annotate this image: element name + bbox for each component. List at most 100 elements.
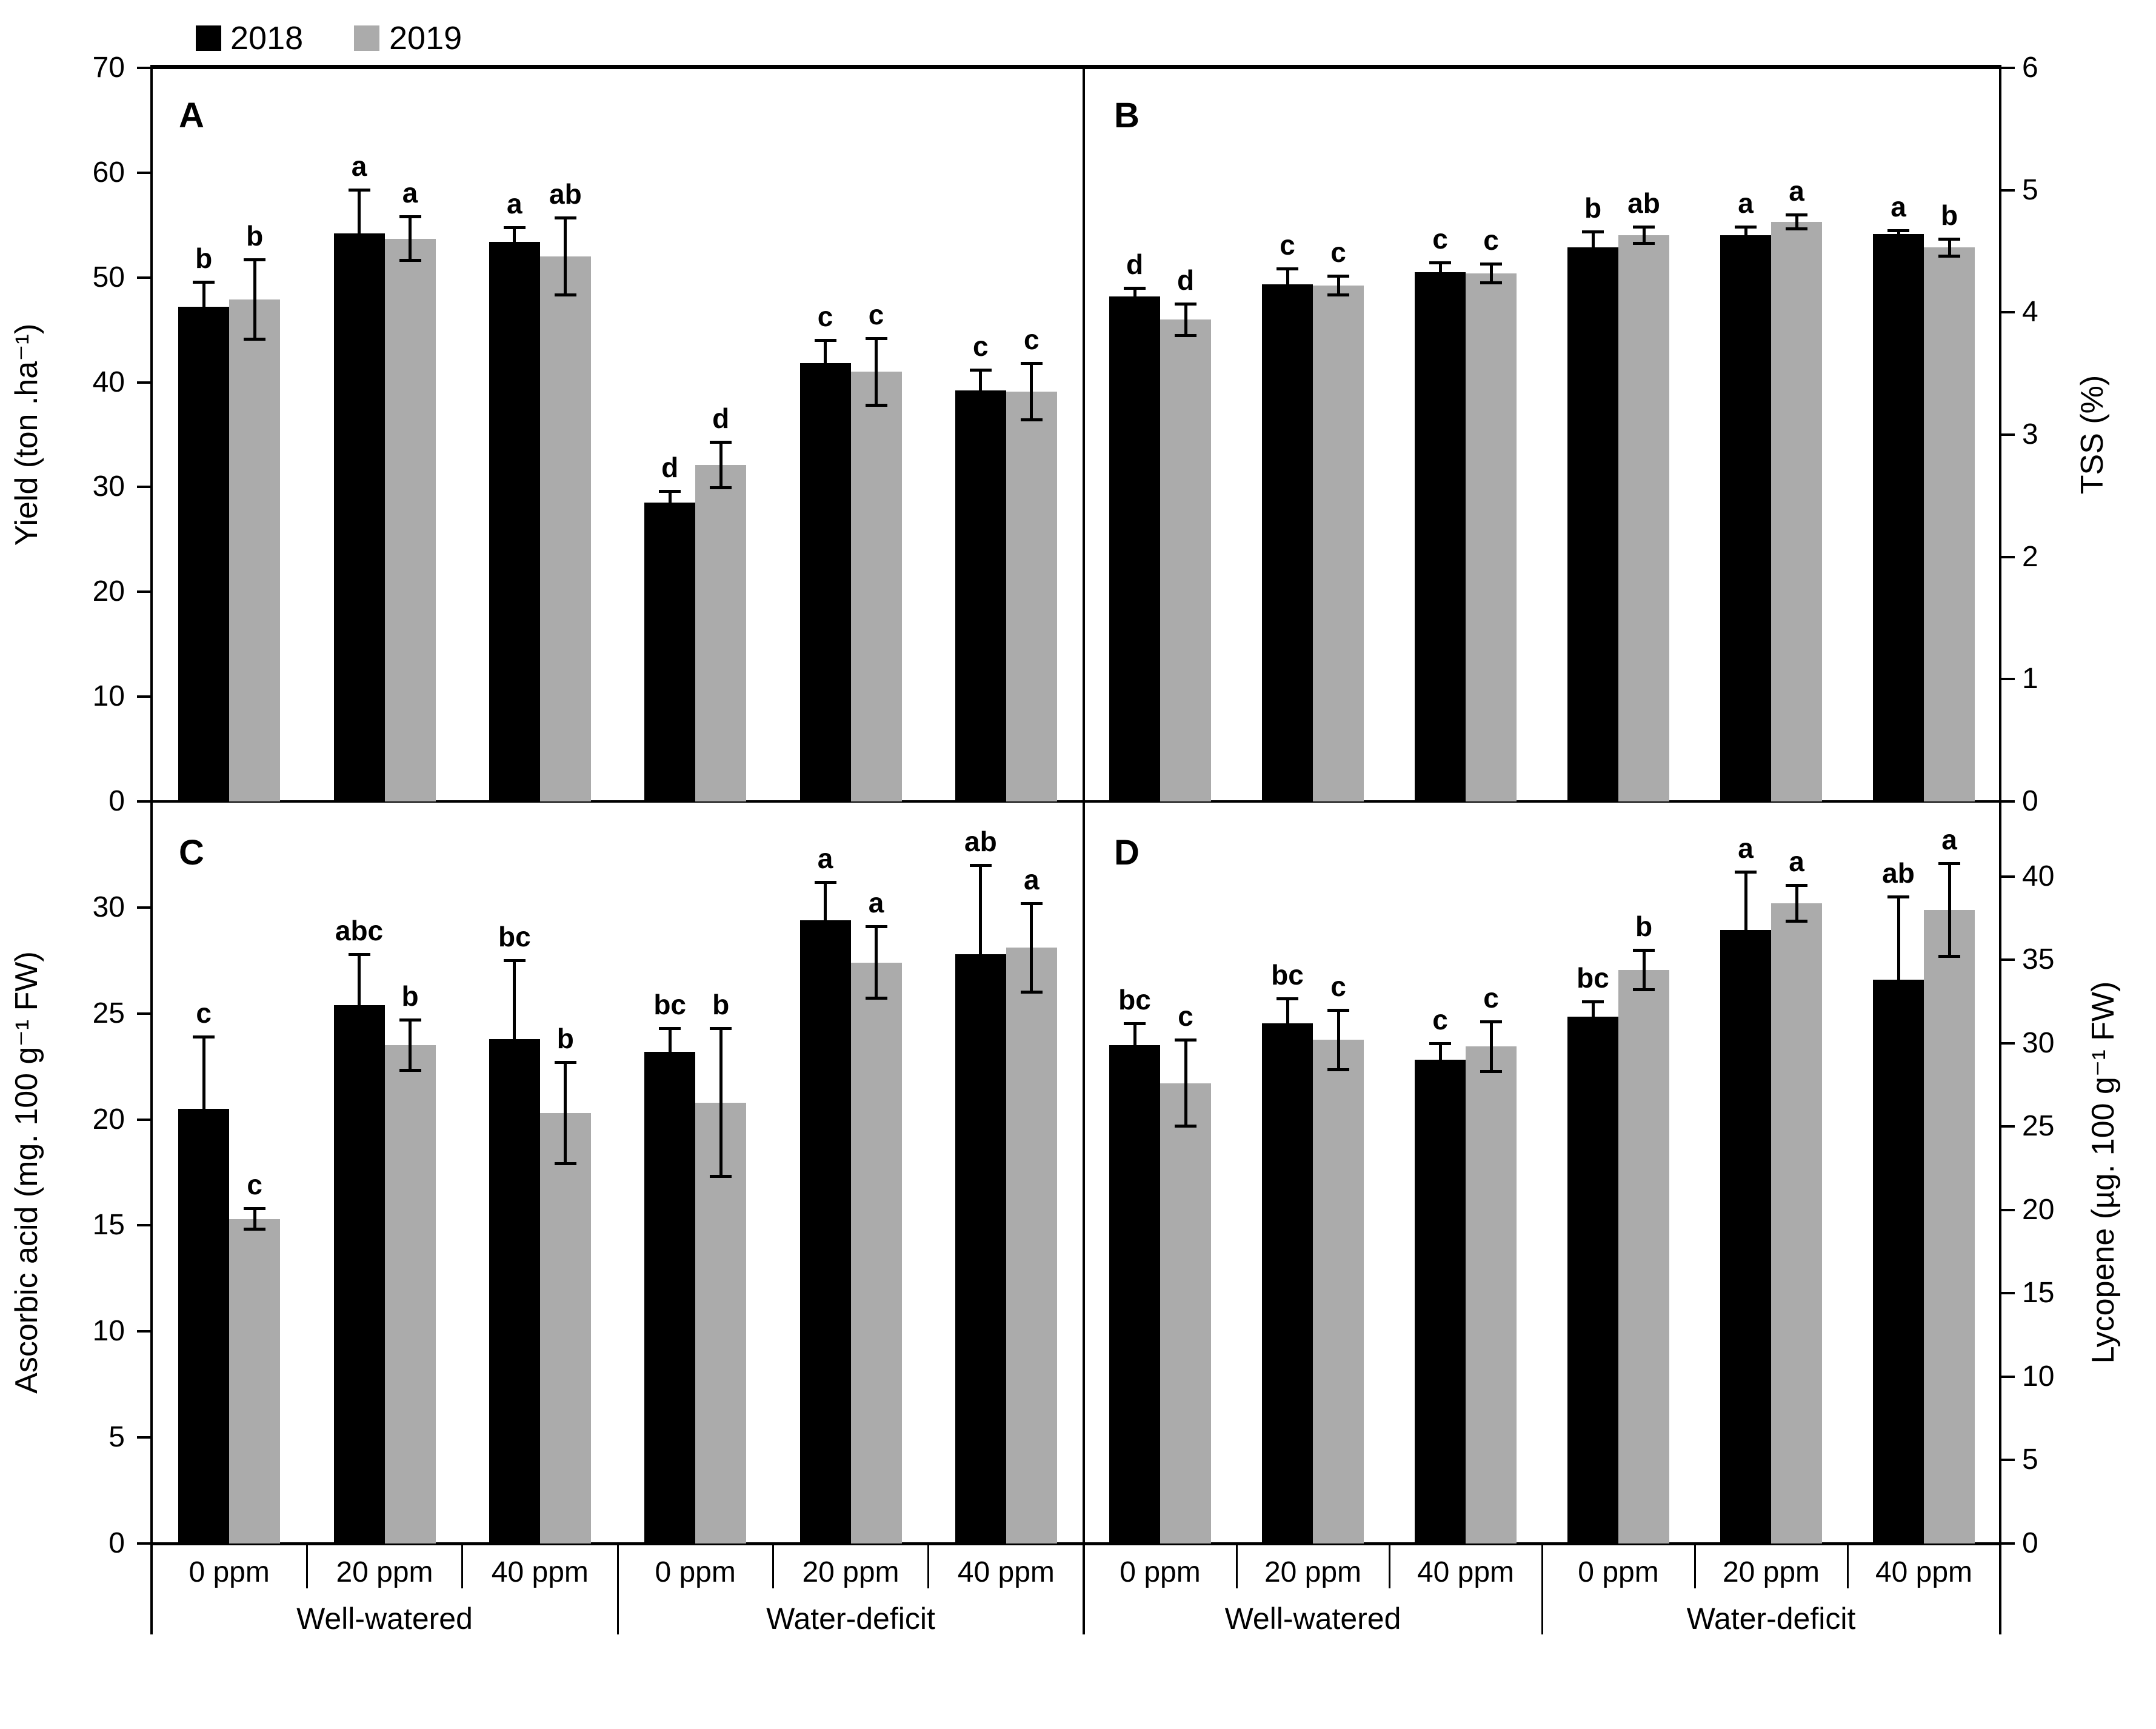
bar-2018-B-1	[1262, 284, 1313, 801]
tick-C-25	[137, 1012, 152, 1015]
tick-label-D-0: 0	[2022, 1527, 2038, 1559]
sig-letter-2018-D-4: a	[1738, 832, 1754, 864]
error-bar-2019-C-0	[253, 1208, 256, 1230]
bar-2019-C-1	[384, 1045, 436, 1543]
bar-2018-C-1	[333, 1005, 385, 1543]
sig-letter-2018-A-4: c	[817, 301, 833, 333]
error-cap-top-2019-C-3	[710, 1027, 732, 1031]
bar-2018-D-5	[1873, 980, 1924, 1543]
error-bar-2019-B-5	[1947, 239, 1951, 256]
x-category-label-1-4: 20 ppm	[1722, 1556, 1820, 1588]
bar-2019-A-5	[1006, 392, 1057, 801]
bar-2018-B-0	[1109, 296, 1160, 801]
error-cap-top-2018-B-2	[1429, 261, 1451, 264]
sig-letter-2019-B-0: d	[1176, 264, 1195, 296]
error-cap-top-2018-D-4	[1735, 870, 1757, 874]
bar-2019-D-0	[1160, 1083, 1211, 1543]
x-group-label-1-0: Well-watered	[1224, 1602, 1401, 1636]
error-cap-bottom-2019-B-1	[1327, 293, 1349, 297]
error-cap-top-2018-C-1	[348, 952, 370, 956]
tick-B-5	[2000, 189, 2015, 192]
category-separator-1-4	[1694, 1543, 1696, 1588]
error-cap-top-2018-C-4	[814, 880, 836, 884]
tick-label-D-10: 10	[2022, 1360, 2055, 1393]
sig-letter-2019-D-5: a	[1941, 823, 1957, 855]
error-cap-top-2018-D-0	[1124, 1022, 1146, 1025]
x-category-label-1-5: 40 ppm	[1875, 1556, 1973, 1588]
tick-B-1	[2000, 678, 2015, 681]
tick-label-C-20: 20	[92, 1103, 125, 1135]
error-cap-bottom-2019-A-5	[1020, 418, 1043, 421]
tick-C-30	[137, 906, 152, 909]
sig-letter-2019-C-3: b	[712, 989, 730, 1021]
tick-B-6	[2000, 67, 2015, 69]
bar-2018-B-3	[1567, 247, 1618, 801]
category-separator-0-2	[461, 1543, 464, 1588]
x-category-label-0-0: 0 ppm	[189, 1556, 270, 1588]
tick-label-D-30: 30	[2022, 1026, 2055, 1059]
tick-A-50	[137, 276, 152, 279]
tick-D-5	[2000, 1459, 2015, 1462]
tick-label-A-20: 20	[92, 575, 125, 608]
error-bar-2019-C-3	[719, 1028, 723, 1177]
error-cap-top-2019-D-5	[1938, 861, 1960, 865]
tick-label-A-50: 50	[92, 261, 125, 293]
tick-label-C-10: 10	[92, 1315, 125, 1348]
tick-label-C-25: 25	[92, 997, 125, 1029]
bar-2018-C-4	[799, 920, 851, 1543]
tick-label-D-5: 5	[2022, 1443, 2038, 1476]
sig-letter-2018-C-2: bc	[498, 921, 531, 953]
bar-2018-C-2	[489, 1038, 540, 1543]
error-cap-top-2019-B-5	[1938, 238, 1960, 241]
bar-2018-D-4	[1720, 929, 1771, 1543]
frame-top-border	[152, 65, 2000, 69]
x-group-label-0-0: Well-watered	[296, 1602, 473, 1636]
tick-label-A-0: 0	[108, 785, 125, 817]
error-cap-top-2019-B-3	[1633, 226, 1655, 229]
error-cap-top-2018-A-4	[814, 339, 836, 343]
bar-2019-D-3	[1618, 969, 1669, 1543]
error-bar-2019-D-1	[1337, 1009, 1340, 1070]
bar-2018-C-3	[644, 1051, 696, 1543]
error-cap-top-2019-C-5	[1020, 901, 1043, 905]
error-cap-top-2018-C-5	[969, 863, 992, 867]
sig-letter-2018-A-0: b	[195, 242, 213, 274]
error-bar-2018-B-1	[1286, 268, 1289, 284]
bar-2019-C-0	[229, 1219, 281, 1543]
frame-middle-border	[152, 800, 2000, 803]
tick-D-20	[2000, 1208, 2015, 1211]
error-cap-bottom-2019-B-5	[1938, 254, 1960, 258]
error-bar-2019-B-3	[1642, 227, 1646, 244]
error-cap-top-2019-A-2	[554, 216, 576, 220]
legend-swatch-2019	[354, 25, 379, 51]
error-cap-bottom-2019-B-0	[1175, 333, 1196, 337]
sig-letter-2019-B-4: a	[1789, 175, 1804, 207]
x-category-label-0-2: 40 ppm	[491, 1556, 589, 1588]
error-cap-bottom-2019-B-2	[1480, 281, 1502, 284]
x-category-label-1-3: 0 ppm	[1578, 1556, 1659, 1588]
tick-label-B-5: 5	[2022, 173, 2038, 206]
tick-label-B-4: 4	[2022, 296, 2038, 329]
bar-2018-D-1	[1262, 1023, 1313, 1543]
bar-2018-C-0	[178, 1109, 230, 1543]
sig-letter-2018-A-2: a	[507, 187, 522, 219]
sig-letter-2018-D-5: ab	[1882, 857, 1915, 889]
error-cap-bottom-2019-B-3	[1633, 242, 1655, 246]
tick-B-4	[2000, 311, 2015, 314]
error-bar-2019-C-1	[409, 1020, 412, 1071]
error-bar-2019-D-5	[1947, 863, 1951, 957]
sig-letter-2018-D-0: bc	[1118, 983, 1151, 1015]
panel-letter-d: D	[1114, 833, 1140, 872]
error-cap-top-2019-D-1	[1327, 1008, 1349, 1012]
bar-2019-A-3	[695, 465, 747, 801]
error-bar-2019-B-4	[1795, 215, 1798, 230]
error-cap-top-2018-A-0	[193, 280, 215, 284]
x-group-label-0-1: Water-deficit	[766, 1602, 935, 1636]
bar-2019-B-2	[1466, 273, 1517, 801]
x-category-label-1-0: 0 ppm	[1120, 1556, 1201, 1588]
tick-A-0	[137, 800, 152, 803]
bar-2018-D-2	[1415, 1060, 1466, 1543]
sig-letter-2018-B-3: b	[1584, 192, 1602, 224]
error-bar-2018-C-0	[202, 1037, 205, 1109]
tick-C-5	[137, 1436, 152, 1439]
